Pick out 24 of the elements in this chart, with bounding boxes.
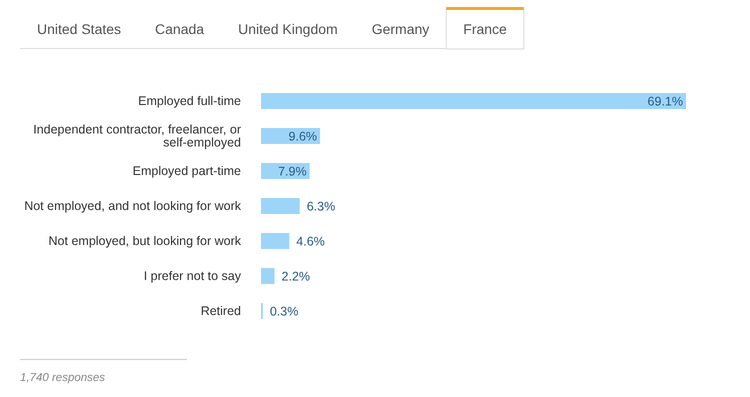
data-label: 4.6% bbox=[296, 234, 325, 248]
y-tick-label: Independent contractor, freelancer, or self-employed bbox=[33, 122, 242, 150]
y-tick-label: Employed full-time bbox=[138, 94, 242, 108]
y-tick-label: Not employed, but looking for work bbox=[48, 234, 242, 248]
text: France bbox=[463, 21, 508, 37]
y-tick-label: I prefer not to say bbox=[144, 269, 242, 283]
bar bbox=[261, 93, 686, 109]
data-label: 69.1% bbox=[648, 94, 683, 108]
text: Germany bbox=[372, 21, 430, 37]
y-tick-label: Employed part-time bbox=[132, 164, 242, 178]
bar bbox=[261, 268, 275, 284]
bar bbox=[261, 233, 290, 249]
text: United States bbox=[36, 21, 122, 37]
data-label: 9.6% bbox=[288, 130, 318, 144]
data-label: 2.2% bbox=[282, 270, 310, 284]
bar bbox=[261, 198, 300, 214]
text: 1,740 responses bbox=[20, 372, 106, 384]
data-label: 6.3% bbox=[306, 200, 336, 214]
data-label: 0.3% bbox=[270, 304, 298, 318]
data-label: 7.9% bbox=[278, 164, 307, 178]
y-tick-label: Retired bbox=[200, 304, 242, 318]
text: United Kingdom bbox=[238, 21, 338, 37]
text: Canada bbox=[155, 21, 204, 37]
y-tick-label: Not employed, and not looking for work bbox=[24, 199, 242, 213]
